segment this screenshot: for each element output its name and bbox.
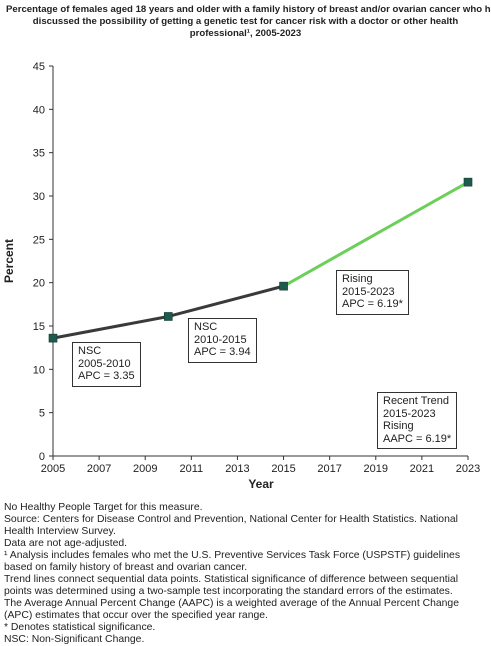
y-axis-label: Percent (2, 239, 16, 283)
y-tick-label: 20 (33, 278, 45, 290)
annotation-line: 2015-2023 (383, 407, 436, 420)
annotation-recent-trend: Recent Trend 2015-2023 Rising AAPC = 6.1… (377, 392, 458, 449)
annotation-line: AAPC = 6.19* (383, 432, 452, 445)
y-tick-label: 45 (33, 61, 45, 73)
chart-title: Percentage of females aged 18 years and … (6, 4, 491, 40)
annotation-line: Rising (342, 273, 373, 285)
y-tick-label: 30 (33, 191, 45, 203)
footnote: Trend lines connect sequential data poin… (4, 574, 459, 597)
data-markers (48, 177, 473, 343)
chart-axes: 0 5 10 15 20 25 30 35 40 45 2005 2007 2009 2011 2013 20… (33, 61, 480, 475)
footnote: NSC: Non-Significant Change. (4, 634, 145, 645)
x-axis-label: Year (248, 477, 274, 491)
footnote: ¹ Analysis includes females who met the … (4, 550, 461, 573)
trend-segment (282, 180, 470, 288)
footnote: No Healthy People Target for this measur… (4, 502, 203, 513)
y-tick-label: 10 (33, 364, 45, 376)
data-point-marker (48, 333, 58, 343)
annotation-rising-2015-2023: Rising 2015-2023 APC = 6.19* (336, 270, 409, 315)
footnotes: No Healthy People Target for this measur… (4, 502, 488, 646)
y-tick-label: 15 (33, 321, 45, 333)
annotation-nsc-2010-2015: NSC 2010-2015 APC = 3.94 (188, 318, 257, 363)
trend-segment (51, 314, 170, 340)
y-tick-label: 40 (33, 104, 45, 116)
footnote: Data are not age-adjusted. (4, 538, 128, 549)
trend-segment (166, 284, 286, 318)
y-tick-label: 0 (39, 451, 45, 463)
y-tick-label: 25 (33, 234, 45, 246)
data-point-marker (279, 281, 288, 291)
x-tick-label: 2017 (317, 463, 341, 475)
footnote: * Denotes statistical significance. (4, 622, 156, 633)
x-tick-label: 2015 (271, 463, 295, 475)
y-tick-label: 5 (39, 408, 45, 420)
x-tick-label: 2007 (87, 463, 111, 475)
y-tick-label: 35 (33, 148, 45, 160)
x-tick-label: 2021 (410, 463, 434, 475)
chart-title-line: professional¹, 2005-2023 (189, 28, 302, 39)
x-tick-label: 2009 (133, 463, 157, 475)
x-tick-label: 2013 (225, 463, 249, 475)
footnote: The Average Annual Percent Change (AAPC)… (4, 598, 459, 621)
annotation-line: APC = 3.35 (78, 370, 135, 382)
annotation-line: Recent Trend (383, 395, 450, 407)
x-tick-label: 2023 (456, 463, 480, 475)
data-point-marker (463, 177, 473, 187)
annotation-line: NSC (78, 345, 102, 357)
annotation-line: 2005-2010 (78, 357, 131, 370)
annotation-line: 2015-2023 (342, 285, 395, 298)
chart-title-line: discussed the possibility of getting a g… (32, 16, 459, 27)
x-tick-label: 2019 (364, 463, 388, 475)
x-tick-label: 2005 (41, 463, 65, 475)
annotation-line: NSC (194, 321, 218, 333)
chart-title-line: Percentage of females aged 18 years and … (6, 4, 491, 15)
annotation-line: 2010-2015 (194, 333, 247, 346)
annotation-line: APC = 3.94 (194, 346, 251, 358)
line-chart: 0 5 10 15 20 25 30 35 40 45 2005 2007 2009 2011 2013 20… (2, 61, 480, 491)
annotation-nsc-2005-2010: NSC 2005-2010 APC = 3.35 (72, 342, 141, 387)
footnote: Source: Centers for Disease Control and … (4, 514, 458, 537)
annotation-line: Rising (383, 420, 414, 432)
x-tick-label: 2011 (180, 463, 204, 475)
trend-lines (51, 180, 470, 340)
data-point-marker (163, 312, 173, 321)
annotation-line: APC = 6.19* (342, 298, 403, 310)
